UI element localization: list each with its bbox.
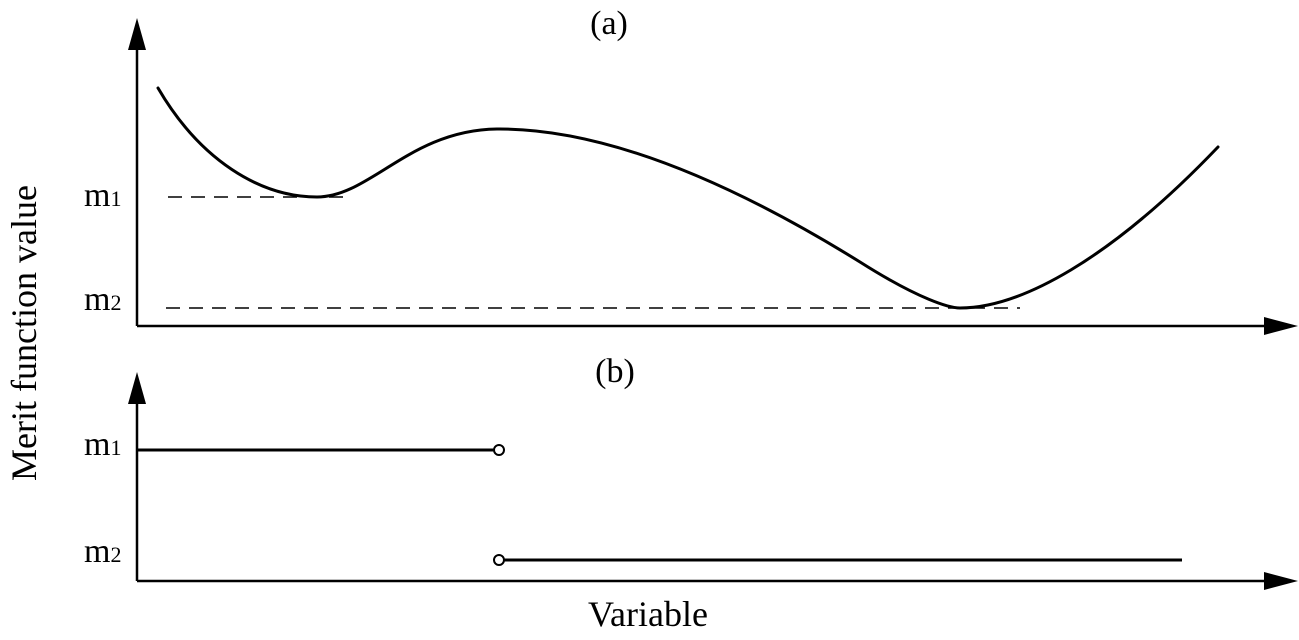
x-axis-title: Variable [588,594,708,634]
panel-a-m1-label: m1 [84,177,121,214]
panel-a-m2-label: m2 [84,281,121,318]
panel-a: (a) m1 m2 [84,5,1298,335]
y-axis-title: Merit function value [4,185,44,481]
merit-function-curve [156,86,1220,310]
panel-a-label: (a) [590,5,628,42]
panel-b-y-arrow [128,372,146,404]
panel-b-m1-label: m1 [84,426,121,463]
panel-b-x-arrow [1264,572,1298,590]
panel-b: (b) m1 m2 [84,353,1298,590]
panel-b-m2-label: m2 [84,533,121,570]
panel-b-label: (b) [595,353,635,390]
m1-step-open-endpoint [493,444,505,456]
panel-a-y-arrow [128,18,146,50]
m2-step-open-endpoint [493,554,505,566]
panel-a-x-arrow [1264,317,1298,335]
